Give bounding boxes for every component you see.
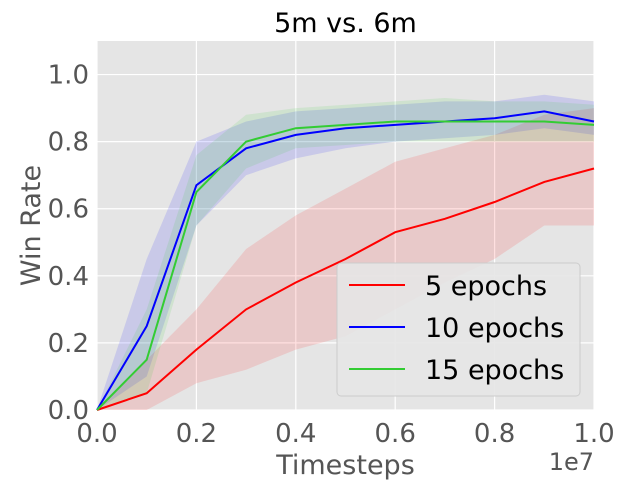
x-tick-label-0: 0.0 [76,419,117,449]
series-line-1 [96,110,595,411]
x-tick-labels: 0.0 0.2 0.4 0.6 0.8 1.0 [76,419,614,449]
series-lines [96,110,595,411]
x-axis-label: Timesteps [275,450,415,481]
series-line-2 [96,120,595,411]
y-tick-labels: 0.0 0.2 0.4 0.6 0.8 1.0 [48,61,89,426]
legend-label-0: 5 epochs [425,271,547,302]
y-tick-label-3: 0.6 [48,195,89,225]
chart-title: 5m vs. 6m [274,8,417,39]
x-tick-label-3: 0.6 [375,419,416,449]
y-tick-label-4: 0.8 [48,128,89,158]
y-tick-label-0: 0.0 [48,396,89,426]
y-axis-label: Win Rate [16,165,47,286]
legend-box [336,262,581,397]
x-tick-label-2: 0.4 [275,419,316,449]
x-tick-label-1: 0.2 [176,419,217,449]
series-band-2 [97,98,594,410]
legend-label-2: 15 epochs [425,355,564,386]
y-tick-label-1: 0.2 [48,329,89,359]
x-tick-label-5: 1.0 [573,419,614,449]
grid [96,41,595,411]
legend-label-1: 10 epochs [425,313,564,344]
y-tick-label-2: 0.4 [48,262,89,292]
series-band-1 [97,94,594,410]
x-tick-label-4: 0.8 [474,419,515,449]
x-axis-multiplier: 1e7 [549,448,594,476]
series-line-0 [96,167,595,411]
legend: 5 epochs 10 epochs 15 epochs [336,262,581,397]
y-tick-label-5: 1.0 [48,61,89,91]
